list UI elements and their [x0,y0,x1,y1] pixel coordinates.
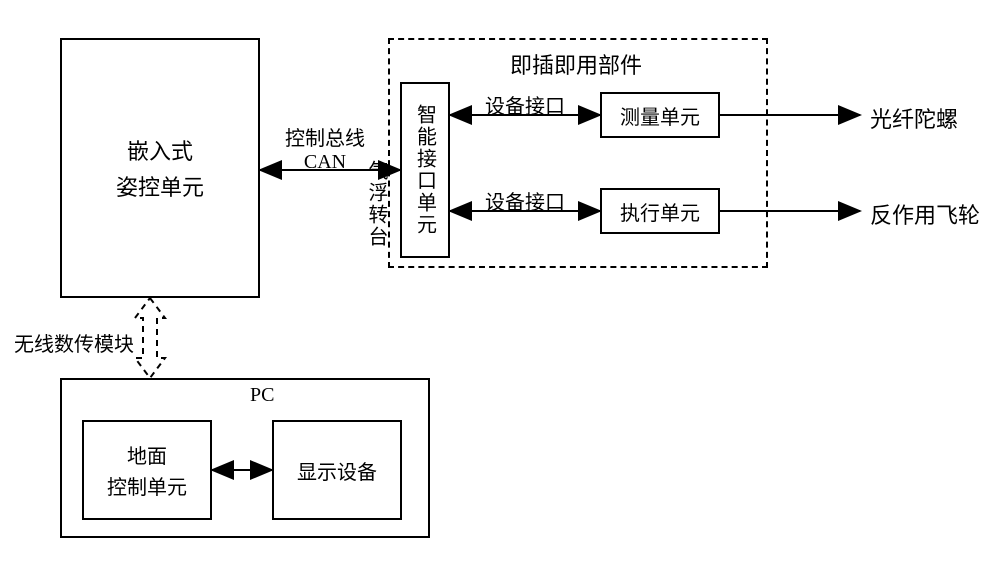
wheel-label: 反作用飞轮 [870,198,980,230]
pc-title: PC [250,384,274,407]
box-exec: 执行单元 [600,188,720,234]
bus-line2: CAN [275,151,375,174]
box-display: 显示设备 [272,420,402,520]
display-text: 显示设备 [297,456,377,485]
airtable-label: 气浮转台 [362,160,391,253]
interface-text: 智能接口单元 [411,104,440,236]
embedded-line2: 姿控单元 [116,170,204,202]
arrow-wireless [135,298,165,378]
box-embedded: 嵌入式 姿控单元 [60,38,260,298]
embedded-line1: 嵌入式 [116,134,204,166]
measure-text: 测量单元 [620,101,700,130]
devif2-label: 设备接口 [485,186,565,215]
pnp-title: 即插即用部件 [510,48,642,80]
box-measure: 测量单元 [600,92,720,138]
bus-label: 控制总线 CAN [275,122,375,174]
ground-line2: 控制单元 [107,471,187,500]
box-ground: 地面 控制单元 [82,420,212,520]
ground-line1: 地面 [107,440,187,469]
exec-text: 执行单元 [620,197,700,226]
wireless-label: 无线数传模块 [14,328,134,357]
gyro-label: 光纤陀螺 [870,102,958,134]
devif1-label: 设备接口 [485,90,565,119]
airtable-text: 气浮转台 [362,160,391,248]
box-interface: 智能接口单元 [400,82,450,258]
bus-line1: 控制总线 [275,122,375,151]
